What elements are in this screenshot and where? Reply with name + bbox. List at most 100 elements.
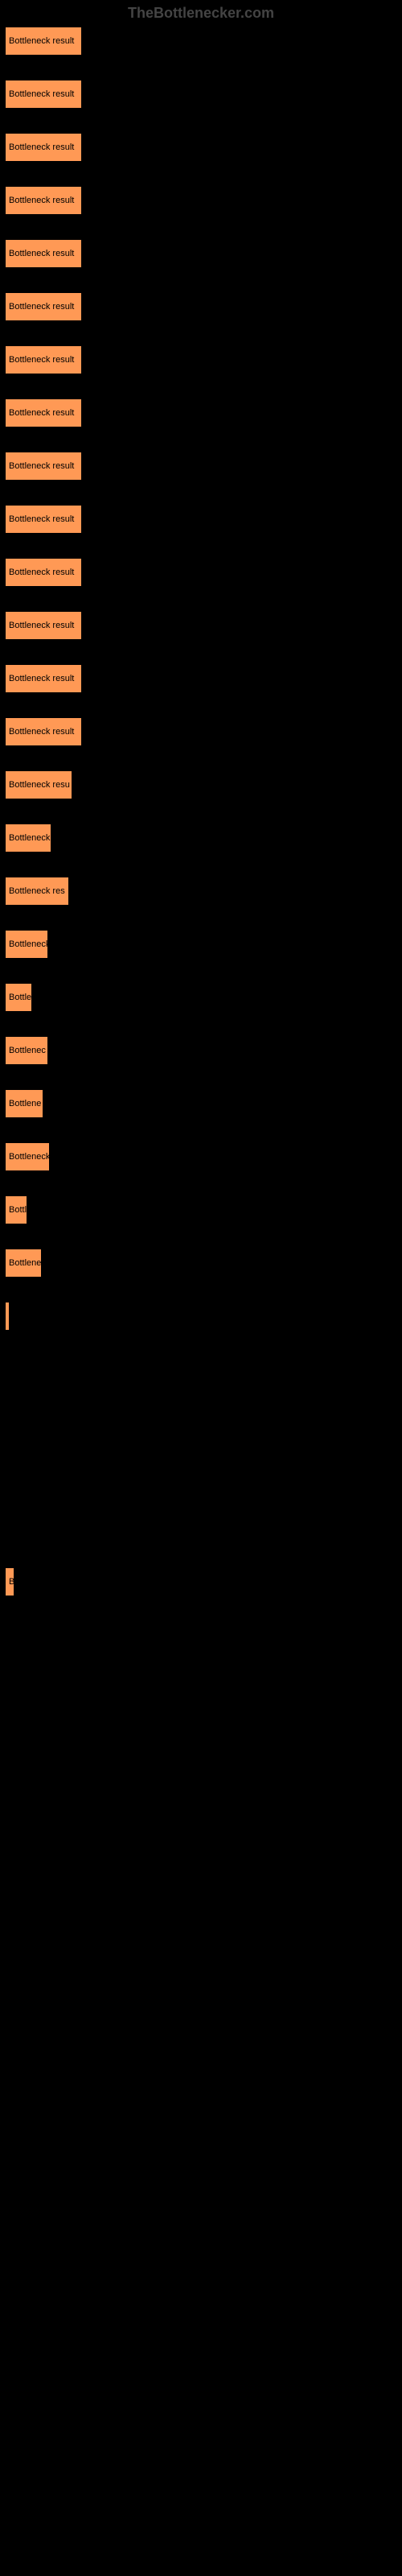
bar-row: B bbox=[5, 1567, 402, 1596]
bar-label: Bottler bbox=[9, 993, 32, 1002]
bar: Bottleneck result bbox=[5, 452, 82, 481]
bar-row: Bottleneck result bbox=[5, 292, 402, 321]
bar-label: Bottleneck result bbox=[9, 461, 74, 471]
bar-label: Bottleneck result bbox=[9, 514, 74, 524]
bar-label: Bottleneck result bbox=[9, 355, 74, 365]
bar: Bottleneck result bbox=[5, 80, 82, 109]
bar-row bbox=[5, 1727, 402, 1756]
bar-row bbox=[5, 1302, 402, 1331]
bar-row bbox=[5, 2417, 402, 2446]
bar-row bbox=[5, 1514, 402, 1543]
bar-row: Bottleneck result bbox=[5, 27, 402, 56]
bar-row bbox=[5, 1408, 402, 1437]
bar-row: Bottleneck result bbox=[5, 345, 402, 374]
bar-row: Bottl bbox=[5, 1195, 402, 1224]
bar: Bottleneck bbox=[5, 930, 48, 959]
bar-row: Bottleneck result bbox=[5, 611, 402, 640]
bar-row bbox=[5, 2364, 402, 2393]
bar-row bbox=[5, 2471, 402, 2500]
bar-label: Bottleneck result bbox=[9, 249, 74, 258]
watermark-text: TheBottlenecker.com bbox=[0, 0, 402, 27]
bar-label: Bottleneck result bbox=[9, 568, 74, 577]
bar-row bbox=[5, 1620, 402, 1649]
bar: Bottl bbox=[5, 1195, 27, 1224]
bar: Bottleneck bbox=[5, 1142, 50, 1171]
bar-label: B bbox=[9, 1577, 14, 1587]
bar-row: Bottleneck result bbox=[5, 452, 402, 481]
bar: Bottleneck result bbox=[5, 239, 82, 268]
bar-row bbox=[5, 1674, 402, 1703]
bar-row bbox=[5, 2311, 402, 2340]
bar-row: Bottleneck result bbox=[5, 398, 402, 427]
bar-row bbox=[5, 1355, 402, 1384]
bar-row: Bottleneck result bbox=[5, 133, 402, 162]
bar-chart: Bottleneck result Bottleneck result Bottle… bbox=[0, 27, 402, 2500]
bar-row: Bottleneck result bbox=[5, 80, 402, 109]
bar-label: Bottleneck bbox=[9, 1152, 50, 1162]
bar: Bottler bbox=[5, 983, 32, 1012]
bar-row bbox=[5, 1461, 402, 1490]
bar: Bottleneck result bbox=[5, 292, 82, 321]
bar: Bottlenec bbox=[5, 1036, 48, 1065]
bar: Bottlene bbox=[5, 1249, 42, 1278]
bar-label: Bottleneck result bbox=[9, 302, 74, 312]
bar-row: Bottleneck result bbox=[5, 186, 402, 215]
bar-label: Bottleneck result bbox=[9, 142, 74, 152]
bar-row: Bottleneck res bbox=[5, 877, 402, 906]
bar-row bbox=[5, 1939, 402, 1968]
bar-row bbox=[5, 2046, 402, 2074]
bar-row: Bottlenec bbox=[5, 1036, 402, 1065]
bar-label: Bottleneck result bbox=[9, 674, 74, 683]
bar: Bottleneck result bbox=[5, 505, 82, 534]
bar-row bbox=[5, 2258, 402, 2287]
bar: Bottleneck result bbox=[5, 611, 82, 640]
bar-label: Bottlene bbox=[9, 1258, 41, 1268]
bar-label: Bottleneck result bbox=[9, 621, 74, 630]
bar-row: Bottleneck result bbox=[5, 717, 402, 746]
bar-row: Bottleneck result bbox=[5, 664, 402, 693]
bar: Bottleneck result bbox=[5, 186, 82, 215]
bar: Bottlene bbox=[5, 1089, 43, 1118]
bar-row: Bottleneck bbox=[5, 824, 402, 852]
bar-label: Bottleneck result bbox=[9, 727, 74, 737]
bar-label: Bottleneck result bbox=[9, 36, 74, 46]
bar-row: Bottler bbox=[5, 983, 402, 1012]
bar-row: Bottlene bbox=[5, 1249, 402, 1278]
bar-row bbox=[5, 1780, 402, 1809]
bar-row bbox=[5, 1833, 402, 1862]
bar-label: Bottleneck bbox=[9, 939, 48, 949]
bar: Bottleneck resu bbox=[5, 770, 72, 799]
bar: Bottleneck result bbox=[5, 133, 82, 162]
bar-label: Bottleneck bbox=[9, 833, 50, 843]
bar-label: Bottleneck result bbox=[9, 89, 74, 99]
bar-label: Bottleneck resu bbox=[9, 780, 70, 790]
bar: Bottleneck result bbox=[5, 558, 82, 587]
bar-label: Bottleneck result bbox=[9, 196, 74, 205]
bar-label: Bottleneck result bbox=[9, 408, 74, 418]
bar-row bbox=[5, 2205, 402, 2234]
bar-row bbox=[5, 1886, 402, 1915]
bar: Bottleneck result bbox=[5, 27, 82, 56]
bar: Bottleneck result bbox=[5, 398, 82, 427]
bar: Bottleneck result bbox=[5, 664, 82, 693]
bar-row bbox=[5, 2152, 402, 2181]
bar-label: Bottl bbox=[9, 1205, 27, 1215]
bar: Bottleneck res bbox=[5, 877, 69, 906]
bar-label: Bottlenec bbox=[9, 1046, 46, 1055]
bar-row bbox=[5, 1992, 402, 2021]
bar-row: Bottleneck resu bbox=[5, 770, 402, 799]
bar bbox=[5, 1302, 10, 1331]
bar-row: Bottleneck bbox=[5, 1142, 402, 1171]
bar: Bottleneck bbox=[5, 824, 51, 852]
bar-row: Bottleneck result bbox=[5, 505, 402, 534]
bar-label: Bottlene bbox=[9, 1099, 41, 1108]
bar-row: Bottlene bbox=[5, 1089, 402, 1118]
bar-row: Bottleneck result bbox=[5, 558, 402, 587]
bar: Bottleneck result bbox=[5, 345, 82, 374]
bar: B bbox=[5, 1567, 14, 1596]
bar-label: Bottleneck res bbox=[9, 886, 65, 896]
bar-row bbox=[5, 2099, 402, 2128]
bar-row: Bottleneck bbox=[5, 930, 402, 959]
bar: Bottleneck result bbox=[5, 717, 82, 746]
bar-row: Bottleneck result bbox=[5, 239, 402, 268]
